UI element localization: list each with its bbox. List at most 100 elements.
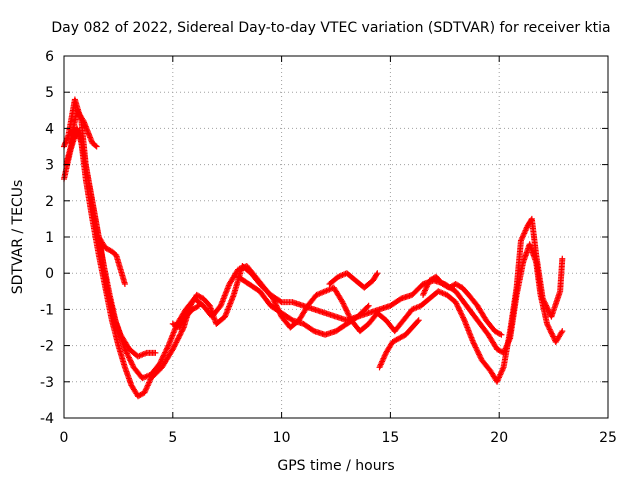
data-point (345, 311, 352, 318)
data-point (545, 323, 552, 330)
data-point (541, 299, 548, 306)
data-point (458, 310, 465, 317)
data-point (160, 352, 167, 359)
y-tick-label: 2 (45, 194, 54, 210)
data-point (546, 325, 553, 332)
data-point (344, 310, 351, 317)
data-point (160, 353, 167, 360)
data-point (158, 357, 165, 364)
y-tick-label: -4 (40, 411, 54, 427)
data-point (473, 345, 480, 352)
data-point (477, 354, 484, 361)
data-point (164, 345, 171, 352)
y-tick-label: 1 (45, 230, 54, 246)
data-point (176, 332, 183, 339)
data-point (127, 358, 134, 365)
data-point (179, 327, 186, 334)
data-point (169, 346, 176, 353)
data-point (157, 359, 164, 366)
data-point (455, 304, 462, 311)
data-point (548, 330, 555, 337)
series-trace-8 (326, 270, 381, 291)
data-point (472, 344, 479, 351)
data-layer (61, 96, 566, 400)
data-point (161, 350, 168, 357)
data-point (175, 334, 182, 341)
data-point (164, 343, 171, 350)
data-point (341, 303, 348, 310)
data-point (543, 303, 550, 310)
data-point (544, 320, 551, 327)
data-point (414, 318, 421, 325)
data-point (177, 331, 184, 338)
y-tick-label: 5 (45, 85, 54, 101)
data-point (194, 303, 201, 310)
data-point (270, 296, 277, 303)
y-tick-label: 0 (45, 266, 54, 282)
data-point (452, 299, 459, 306)
data-point (346, 313, 353, 320)
ticks: 0 5 10 15 20 25 -4 -3 -2 -1 0 1 2 3 4 5 6 (40, 49, 617, 446)
x-tick-label: 15 (381, 430, 399, 446)
data-point (559, 328, 566, 335)
data-point (177, 329, 184, 336)
data-point (374, 270, 381, 277)
data-point (171, 342, 178, 349)
data-point (542, 301, 549, 308)
data-point (365, 302, 372, 309)
data-point (342, 306, 349, 313)
data-point (476, 351, 483, 358)
data-point (129, 361, 136, 368)
data-point (474, 348, 481, 355)
data-point (548, 329, 555, 336)
data-point (373, 271, 380, 278)
y-tick-label: -1 (40, 302, 54, 318)
data-point (459, 313, 466, 320)
data-point (127, 357, 134, 364)
data-point (269, 295, 276, 302)
data-point (364, 303, 371, 310)
data-point (454, 303, 461, 310)
x-tick-label: 25 (599, 430, 617, 446)
data-point (173, 338, 180, 345)
data-point (271, 299, 278, 306)
data-point (475, 350, 482, 357)
data-point (123, 349, 130, 356)
data-point (544, 305, 551, 312)
y-tick-label: 4 (45, 121, 54, 137)
data-point (121, 281, 128, 288)
y-tick-label: -2 (40, 339, 54, 355)
data-point (340, 301, 347, 308)
data-point (175, 335, 182, 342)
data-point (539, 295, 546, 302)
data-point (545, 306, 552, 313)
data-point (122, 347, 129, 354)
data-point (277, 298, 284, 305)
data-point (457, 308, 464, 315)
data-point (460, 315, 467, 322)
data-point (128, 360, 135, 367)
y-tick-label: 3 (45, 158, 54, 174)
data-point (474, 347, 481, 354)
data-point (339, 299, 346, 306)
data-point (121, 346, 128, 353)
data-point (126, 355, 133, 362)
data-point (543, 302, 550, 309)
y-tick-label: -3 (40, 375, 54, 391)
data-point (163, 346, 170, 353)
data-point (470, 338, 477, 345)
data-point (170, 344, 177, 351)
x-tick-label: 10 (273, 430, 291, 446)
data-point (547, 327, 554, 334)
data-point (162, 349, 169, 356)
data-point (344, 308, 351, 315)
data-point (92, 142, 99, 149)
data-point (472, 343, 479, 350)
data-point (180, 325, 186, 332)
data-point (152, 349, 159, 356)
grid (64, 56, 608, 418)
series-trace-5 (95, 234, 128, 288)
data-point (498, 331, 505, 338)
series-trace-3 (63, 129, 566, 385)
series-trace-7 (235, 273, 372, 338)
